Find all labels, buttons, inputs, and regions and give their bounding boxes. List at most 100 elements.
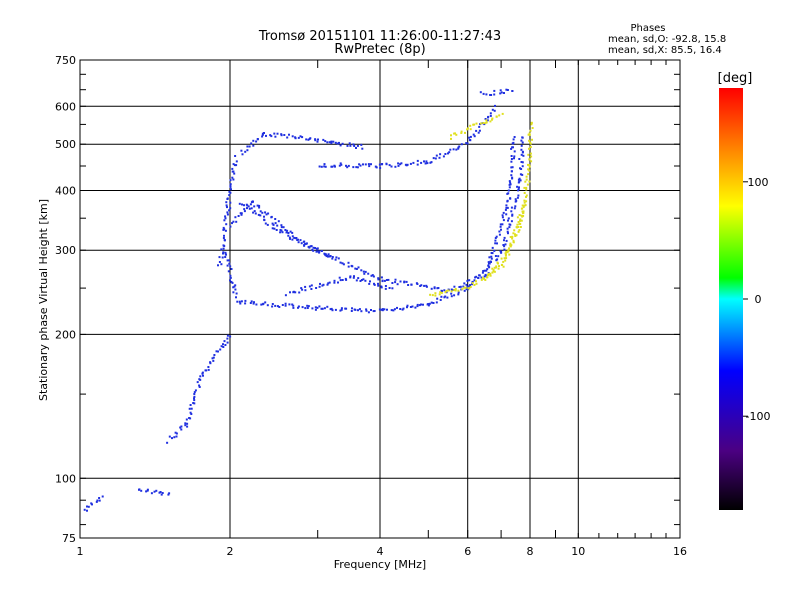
data-point xyxy=(370,274,373,277)
data-point xyxy=(360,279,363,281)
data-point xyxy=(326,283,329,286)
data-point xyxy=(473,123,476,126)
data-point xyxy=(286,136,289,139)
data-point xyxy=(248,207,251,210)
data-point xyxy=(222,343,224,346)
data-point xyxy=(498,230,501,233)
data-point xyxy=(230,280,233,283)
data-point xyxy=(357,266,360,269)
data-point xyxy=(519,173,522,176)
data-point xyxy=(266,223,269,226)
data-point xyxy=(236,300,239,303)
data-point xyxy=(355,147,357,149)
data-point xyxy=(393,308,396,311)
data-point xyxy=(229,276,232,279)
data-point xyxy=(522,206,525,208)
data-point xyxy=(301,288,304,291)
data-point xyxy=(388,287,391,289)
data-point xyxy=(226,213,229,216)
data-point xyxy=(515,234,518,237)
data-point xyxy=(468,287,471,290)
data-point xyxy=(499,225,502,228)
data-point xyxy=(252,144,255,147)
data-point xyxy=(340,307,343,310)
data-point xyxy=(390,165,393,168)
data-point xyxy=(453,294,456,297)
data-point xyxy=(228,194,231,197)
data-point xyxy=(218,256,221,259)
data-point xyxy=(450,292,453,295)
data-point xyxy=(280,224,283,227)
data-point xyxy=(138,488,141,491)
data-point xyxy=(316,140,319,143)
data-point xyxy=(455,148,458,151)
data-point xyxy=(485,93,488,96)
data-point xyxy=(273,132,276,135)
data-point xyxy=(450,137,452,140)
data-point xyxy=(273,227,276,230)
data-point xyxy=(397,164,400,167)
data-point xyxy=(288,236,291,239)
data-point xyxy=(346,144,349,147)
data-point xyxy=(500,251,503,254)
data-point xyxy=(498,233,501,236)
data-point xyxy=(475,122,478,125)
data-point xyxy=(438,293,441,296)
data-point xyxy=(238,202,241,205)
data-point xyxy=(529,129,532,132)
data-point xyxy=(335,256,338,259)
data-point xyxy=(467,127,469,130)
data-point xyxy=(495,265,498,268)
data-point xyxy=(264,211,267,214)
data-point xyxy=(150,492,153,495)
data-point xyxy=(280,226,283,229)
data-point xyxy=(511,176,514,179)
data-point xyxy=(529,142,532,145)
data-point xyxy=(394,165,397,168)
data-point xyxy=(466,142,469,145)
data-point xyxy=(326,305,329,308)
data-point xyxy=(180,425,183,428)
data-point xyxy=(361,147,364,150)
data-point xyxy=(274,218,277,220)
data-point xyxy=(506,227,509,230)
data-point xyxy=(297,241,300,244)
data-point xyxy=(497,267,500,270)
data-point xyxy=(483,278,486,280)
data-point xyxy=(463,286,466,289)
data-points xyxy=(83,88,534,512)
data-point xyxy=(237,215,240,217)
data-point xyxy=(360,310,363,313)
data-point xyxy=(356,166,359,169)
data-point xyxy=(490,255,493,258)
data-point xyxy=(327,253,330,256)
data-point xyxy=(276,224,279,227)
data-point xyxy=(207,368,210,371)
data-point xyxy=(201,371,204,374)
colorbar-tick-label: -100 xyxy=(746,410,771,423)
data-point xyxy=(287,232,290,234)
data-point xyxy=(475,280,477,283)
data-point xyxy=(465,288,468,291)
data-point xyxy=(460,132,463,134)
data-point xyxy=(510,166,513,169)
x-tick-label: 16 xyxy=(673,545,687,558)
data-point xyxy=(507,192,510,195)
data-point xyxy=(500,228,502,231)
data-point xyxy=(367,272,370,275)
data-point xyxy=(457,291,460,294)
data-point xyxy=(504,254,507,257)
data-point xyxy=(497,255,500,258)
data-point xyxy=(483,275,486,278)
data-point xyxy=(510,244,513,247)
data-point xyxy=(468,136,471,139)
data-point xyxy=(167,493,170,496)
data-point xyxy=(525,175,528,178)
data-point xyxy=(356,144,359,147)
data-point xyxy=(284,304,287,307)
data-point xyxy=(314,139,317,142)
data-point xyxy=(209,361,212,364)
phases-heading: Phases xyxy=(630,23,665,34)
data-point xyxy=(430,301,433,304)
